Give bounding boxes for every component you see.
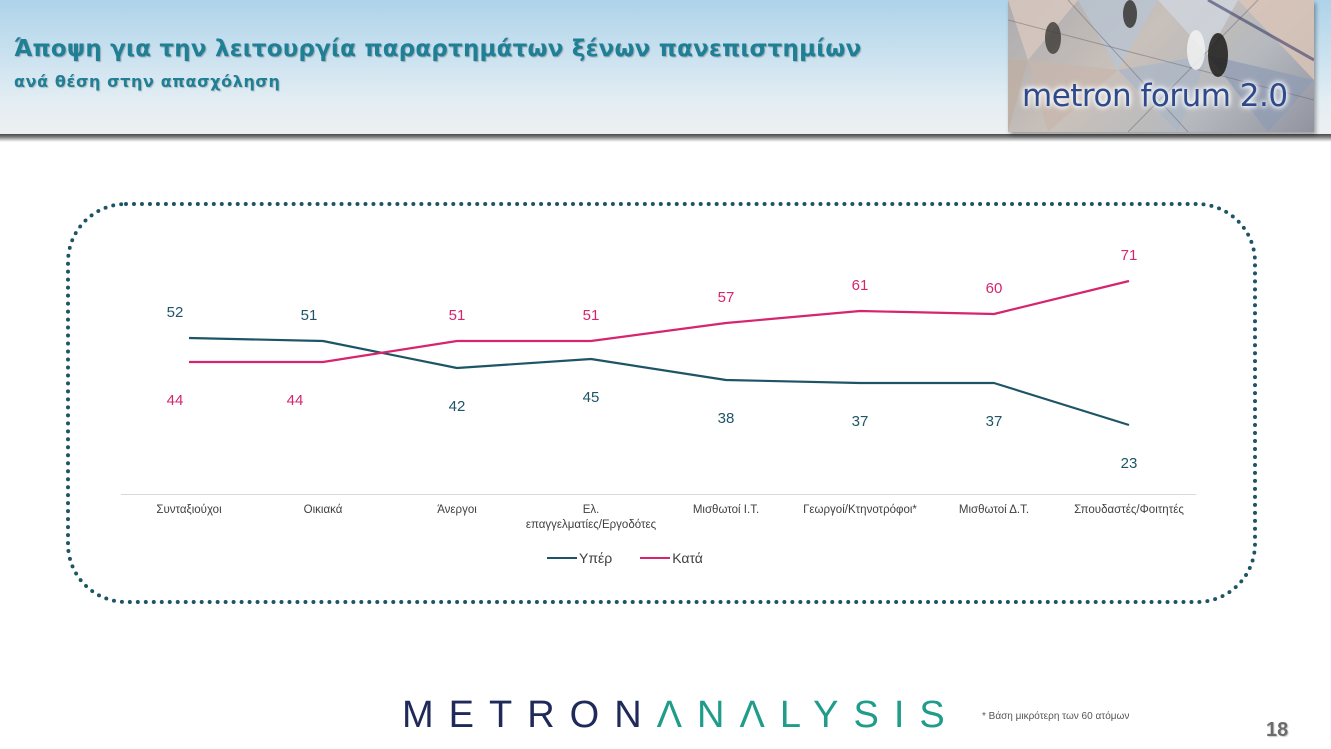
legend-item-kata: Κατά xyxy=(640,550,703,566)
x-axis-label: Μισθωτοί Ι.Τ. xyxy=(651,503,801,518)
legend-label-kata: Κατά xyxy=(672,550,703,566)
chart-frame xyxy=(66,202,1257,604)
x-axis-label-line: Μισθωτοί Ι.Τ. xyxy=(692,504,760,516)
legend-item-yper: Υπέρ xyxy=(547,550,612,566)
x-axis-label-line: Οικιακά xyxy=(303,504,343,516)
x-axis-label-line: Μισθωτοί Δ.Τ. xyxy=(958,504,1030,516)
data-label-yper: 45 xyxy=(582,389,600,406)
page-title: Άποψη για την λειτουργία παραρτημάτων ξέ… xyxy=(14,36,862,62)
page-number: 18 xyxy=(1266,719,1289,741)
metron-forum-logo: metron forum 2.0 xyxy=(1008,0,1314,132)
data-label-yper: 52 xyxy=(166,304,184,321)
x-axis-label: Ελ. επαγγελματίες/Εργοδότες xyxy=(516,503,666,533)
data-label-kata: 51 xyxy=(448,307,466,324)
data-label-kata: 71 xyxy=(1120,247,1138,264)
brand-part-metron: METRON xyxy=(402,694,657,736)
x-axis-label-line: Συνταξιούχοι xyxy=(156,504,222,516)
data-label-kata: 60 xyxy=(985,280,1003,297)
x-axis-label: Σπουδαστές/Φοιτητές xyxy=(1054,503,1204,518)
legend-swatch-yper-icon xyxy=(547,557,577,559)
x-axis-label-line: επαγγελματίες/Εργοδότες xyxy=(525,519,657,531)
data-label-yper: 23 xyxy=(1120,455,1138,472)
legend-label-yper: Υπέρ xyxy=(579,550,613,566)
x-axis-label-line: Άνεργοι xyxy=(437,504,477,516)
footnote: * Βάση μικρότερη των 60 ατόμων xyxy=(982,711,1130,722)
metron-analysis-logo: METRONΛNΛLYSIS xyxy=(402,693,960,737)
header-divider xyxy=(0,134,1331,142)
x-axis-label: Άνεργοι xyxy=(382,503,532,518)
x-axis-label-line: Γεωργοί/Κτηνοτρόφοι* xyxy=(803,504,917,516)
data-label-yper: 42 xyxy=(448,398,466,415)
logo-text: metron forum 2.0 xyxy=(1022,78,1288,114)
chart-legend: Υπέρ Κατά xyxy=(547,549,731,567)
x-axis-label: Συνταξιούχοι xyxy=(114,503,264,518)
data-label-kata: 61 xyxy=(851,277,869,294)
x-axis-label-line: Ελ. xyxy=(582,504,600,516)
x-axis-label: Μισθωτοί Δ.Τ. xyxy=(919,503,1069,518)
data-label-yper: 38 xyxy=(717,410,735,427)
data-label-kata: 51 xyxy=(582,307,600,324)
data-label-kata: 44 xyxy=(286,392,304,409)
data-label-kata: 44 xyxy=(166,392,184,409)
x-axis-label: Οικιακά xyxy=(248,503,398,518)
series-line-kata xyxy=(189,279,1130,364)
x-axis-label: Γεωργοί/Κτηνοτρόφοι* xyxy=(785,503,935,518)
brand-part-analysis: ΛNΛLYSIS xyxy=(656,694,960,736)
series-line-yper xyxy=(188,336,1130,427)
data-label-kata: 57 xyxy=(717,289,735,306)
logo-geometric-background-icon xyxy=(1008,0,1314,132)
data-label-yper: 37 xyxy=(985,413,1003,430)
data-label-yper: 51 xyxy=(300,307,318,324)
legend-swatch-kata-icon xyxy=(640,557,671,559)
data-label-yper: 37 xyxy=(851,413,869,430)
page-subtitle: ανά θέση στην απασχόληση xyxy=(14,72,281,91)
x-axis-label-line: Σπουδαστές/Φοιτητές xyxy=(1074,504,1184,516)
